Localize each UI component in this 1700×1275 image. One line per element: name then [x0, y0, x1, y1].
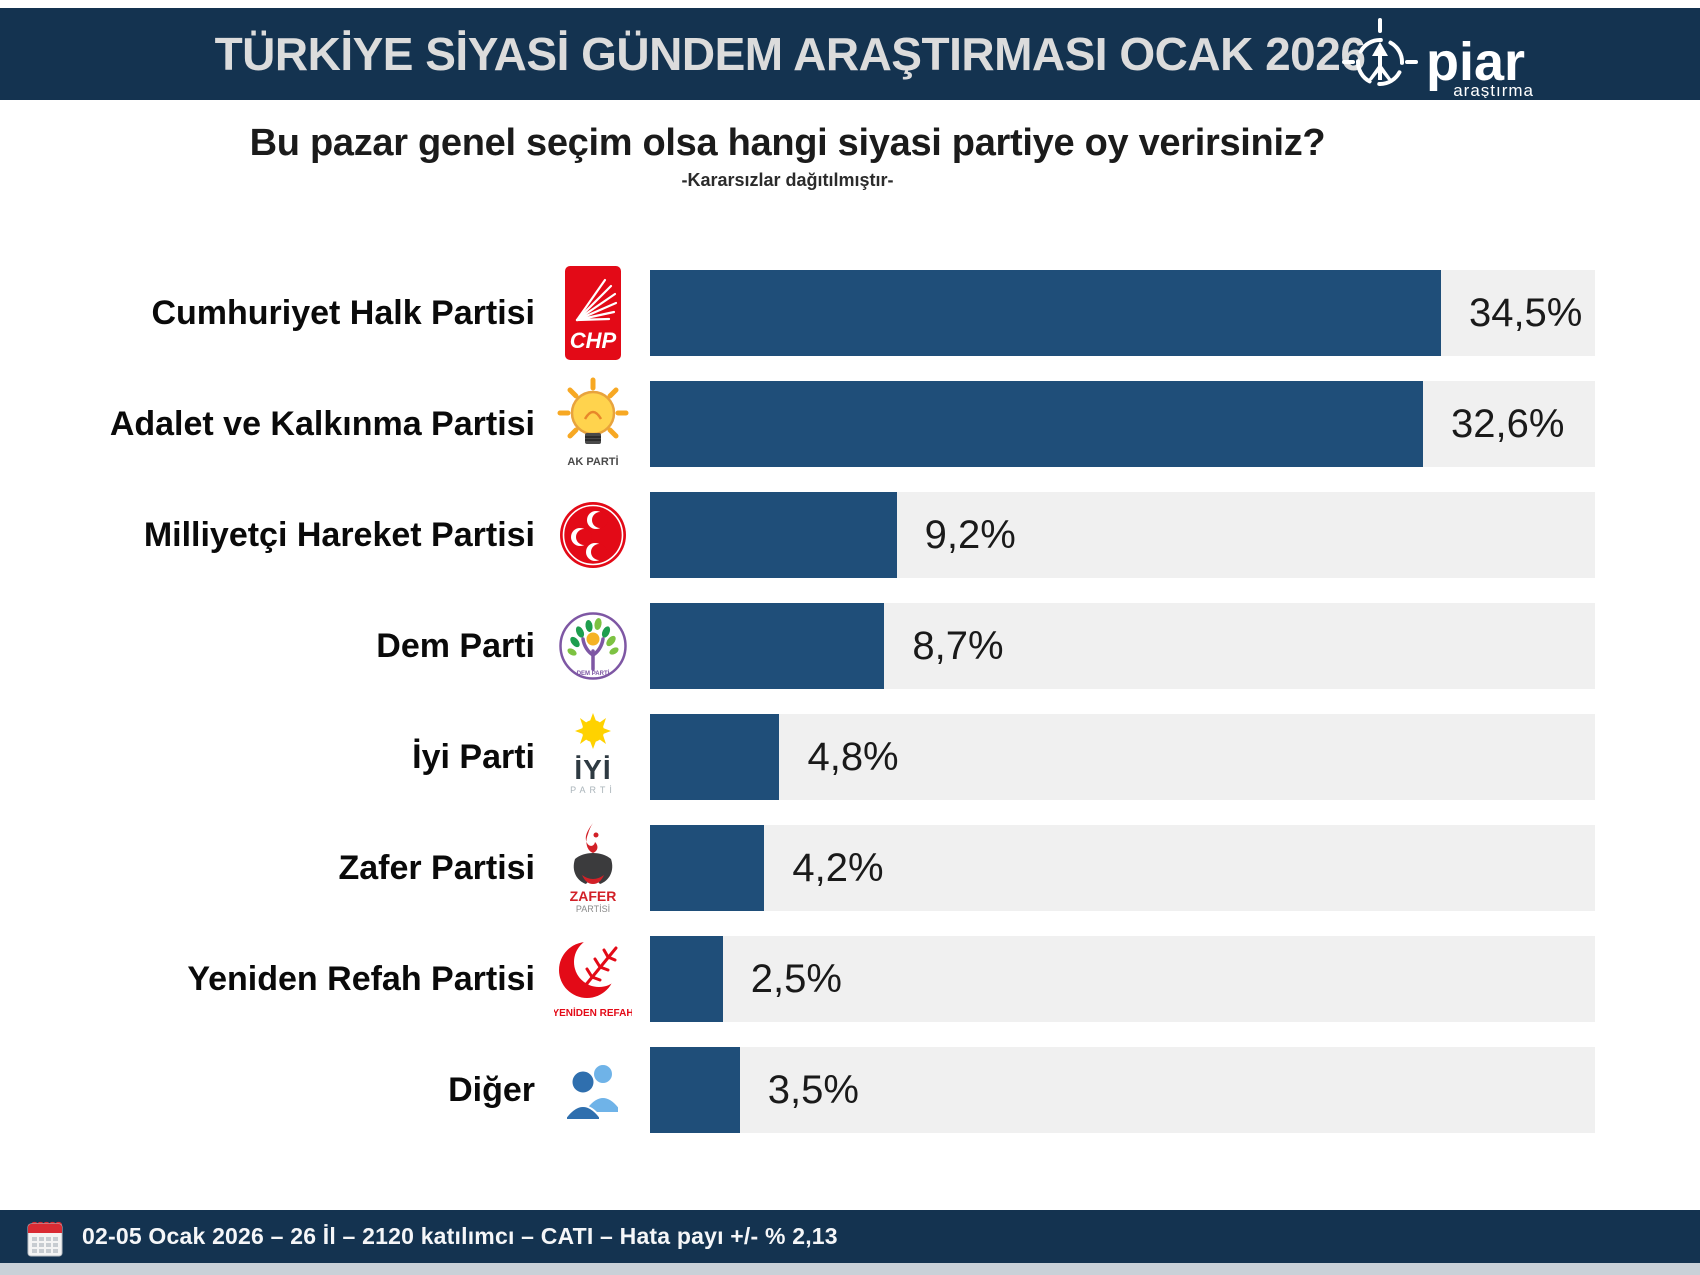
bar [650, 603, 885, 689]
bar-track: 3,5% [650, 1047, 1595, 1133]
svg-text:PARTİ: PARTİ [570, 785, 616, 795]
chp-logo-icon: CHP [535, 263, 650, 363]
party-label: İyi Parti [412, 737, 535, 776]
party-label: Dem Parti [376, 626, 535, 665]
svg-text:PARTİSİ: PARTİSİ [575, 904, 609, 914]
bar [650, 825, 765, 911]
party-label: Milliyetçi Hareket Partisi [143, 515, 535, 554]
mhp-logo-icon [535, 485, 650, 585]
survey-methodology-text: 02-05 Ocak 2026 – 26 İl – 2120 katılımcı… [82, 1223, 838, 1249]
bar-track: 34,5% [650, 270, 1595, 356]
party-label: Diğer [448, 1070, 535, 1109]
chart-row: Adalet ve Kalkınma Partisi AK PARTİ 32,6… [0, 377, 1595, 468]
page-title: TÜRKİYE SİYASİ GÜNDEM ARAŞTIRMASI OCAK 2… [214, 28, 1366, 80]
value-label: 34,5% [1468, 290, 1583, 335]
value-label: 2,5% [750, 956, 842, 1001]
svg-text:CHP: CHP [569, 328, 616, 353]
bottom-strip [0, 1263, 1700, 1275]
bar-track: 8,7% [650, 603, 1595, 689]
akp-logo-icon: AK PARTİ [535, 374, 650, 474]
question-block: Bu pazar genel seçim olsa hangi siyasi p… [0, 122, 1575, 191]
chart-row: Diğer 3,5% [0, 1047, 1595, 1133]
chart-row: Yeniden Refah Partisi YENİDEN REFAH 2,5% [0, 936, 1595, 1022]
value-label: 9,2% [924, 512, 1016, 557]
bar [650, 936, 723, 1022]
party-label: Adalet ve Kalkınma Partisi [109, 404, 535, 443]
bar-track: 4,8% [650, 714, 1595, 800]
bar [650, 492, 897, 578]
question-note: -Kararsızlar dağıtılmıştır- [681, 170, 894, 190]
bar-track: 4,2% [650, 825, 1595, 911]
value-label: 4,2% [792, 845, 884, 890]
calendar-icon [26, 1216, 64, 1258]
value-label: 8,7% [912, 623, 1004, 668]
chart-row: İyi Parti İYİ PARTİ 4,8% [0, 713, 1595, 800]
bar [650, 381, 1423, 467]
svg-text:DEM PARTİ: DEM PARTİ [576, 670, 609, 677]
svg-text:İYİ: İYİ [574, 754, 611, 785]
iyi-logo-icon: İYİ PARTİ [535, 707, 650, 807]
yrp-logo-icon: YENİDEN REFAH [535, 929, 650, 1029]
question-title: Bu pazar genel seçim olsa hangi siyasi p… [249, 122, 1326, 164]
svg-text:YENİDEN REFAH: YENİDEN REFAH [554, 1006, 632, 1019]
bar [650, 714, 780, 800]
dem-logo-icon: DEM PARTİ [535, 596, 650, 696]
svg-text:araştırma: araştırma [1453, 81, 1534, 98]
party-label: Zafer Partisi [338, 848, 535, 887]
value-label: 3,5% [767, 1067, 859, 1112]
bar [650, 270, 1441, 356]
party-label: Cumhuriyet Halk Partisi [151, 293, 535, 332]
header-bar: TÜRKİYE SİYASİ GÜNDEM ARAŞTIRMASI OCAK 2… [0, 8, 1700, 100]
footer-bar: 02-05 Ocak 2026 – 26 İl – 2120 katılımcı… [0, 1210, 1700, 1263]
svg-text:piar: piar [1426, 32, 1525, 92]
chart-row: Milliyetçi Hareket Partisi 9,2% [0, 492, 1595, 578]
svg-text:ZAFER: ZAFER [569, 888, 616, 904]
chart-row: Zafer Partisi ZAFER PARTİSİ 4,2% [0, 823, 1595, 914]
value-label: 4,8% [807, 734, 899, 779]
zafer-logo-icon: ZAFER PARTİSİ [535, 818, 650, 918]
bar-track: 2,5% [650, 936, 1595, 1022]
piar-logo: piar araştırma [1338, 14, 1552, 100]
chart-row: Cumhuriyet Halk Partisi CHP 34,5% [0, 266, 1595, 360]
diger-logo-icon [535, 1040, 650, 1140]
bar [650, 1047, 740, 1133]
bar-track: 32,6% [650, 381, 1595, 467]
svg-text:AK PARTİ: AK PARTİ [567, 455, 618, 468]
chart-row: Dem Parti DEM PARTİ 8,7% [0, 603, 1595, 689]
bar-track: 9,2% [650, 492, 1595, 578]
bar-chart: Cumhuriyet Halk Partisi CHP 34,5% Adalet… [0, 266, 1595, 1158]
party-label: Yeniden Refah Partisi [187, 959, 535, 998]
value-label: 32,6% [1451, 401, 1565, 446]
